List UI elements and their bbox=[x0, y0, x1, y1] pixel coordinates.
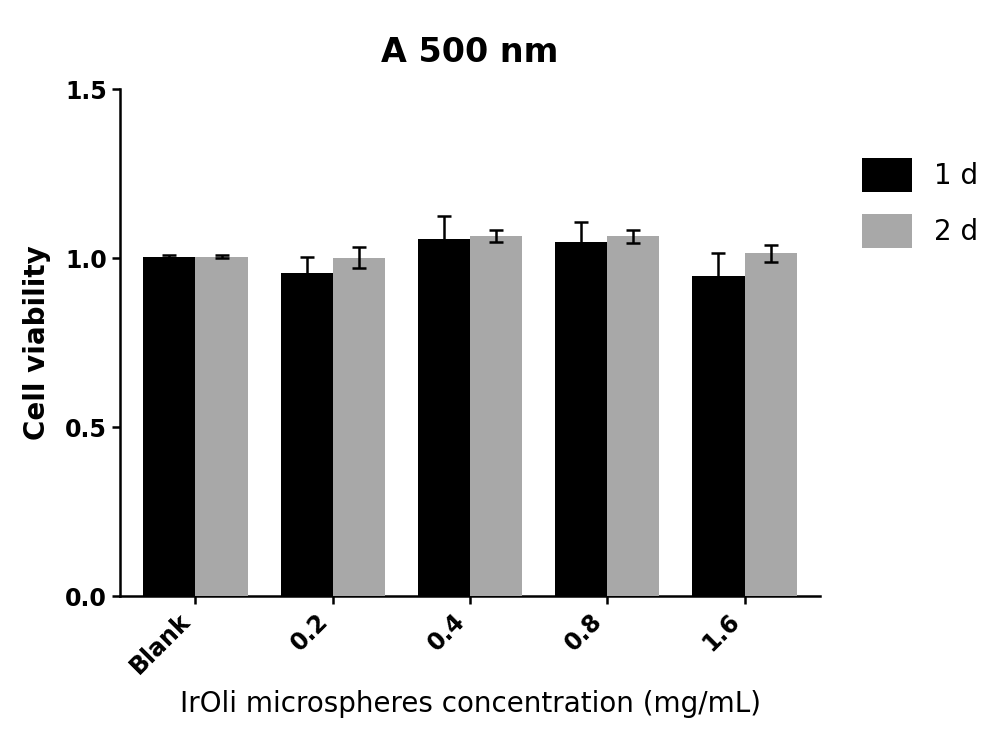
X-axis label: IrOli microspheres concentration (mg/mL): IrOli microspheres concentration (mg/mL) bbox=[180, 690, 761, 718]
Bar bbox=[607, 236, 659, 596]
Bar bbox=[195, 256, 248, 596]
Bar bbox=[745, 253, 797, 596]
Bar bbox=[143, 256, 195, 596]
Legend: 1 d, 2 d: 1 d, 2 d bbox=[848, 144, 992, 261]
Bar bbox=[470, 236, 522, 596]
Y-axis label: Cell viability: Cell viability bbox=[23, 245, 51, 440]
Bar bbox=[418, 238, 470, 596]
Bar bbox=[555, 242, 607, 596]
Bar bbox=[692, 276, 745, 596]
Bar bbox=[281, 273, 333, 596]
Title: A 500 nm: A 500 nm bbox=[381, 36, 559, 69]
Bar bbox=[333, 258, 385, 596]
